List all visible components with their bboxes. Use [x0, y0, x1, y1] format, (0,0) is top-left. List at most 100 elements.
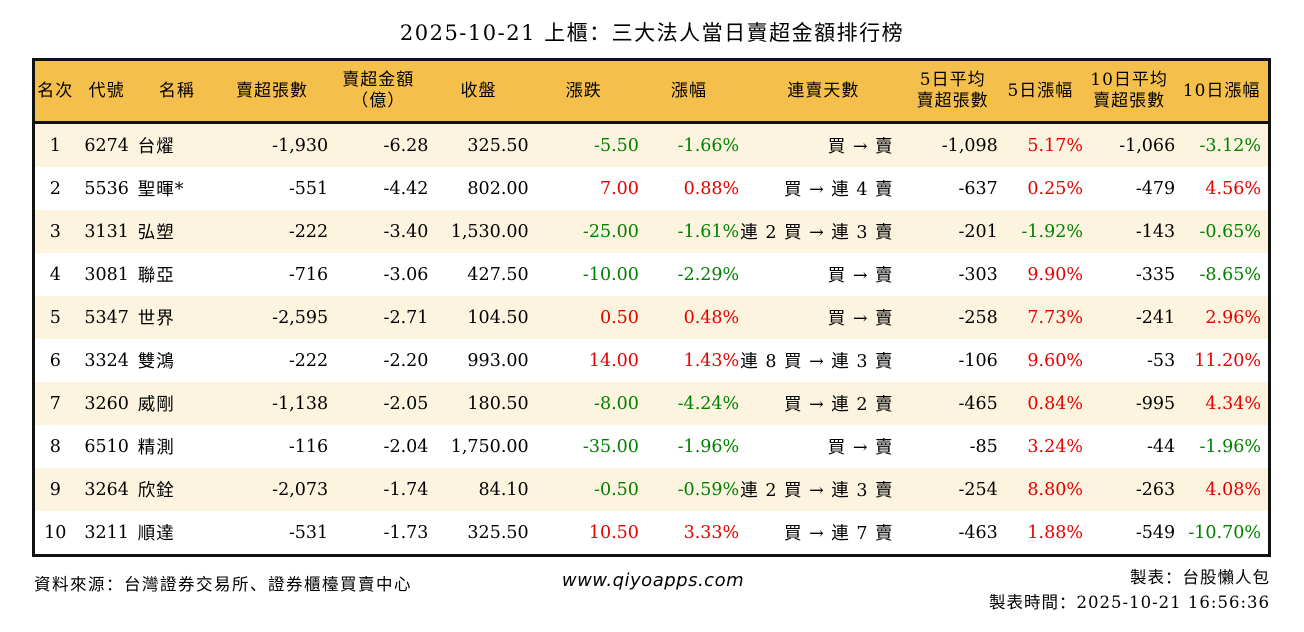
cell-pct5: 9.60%	[1027, 350, 1083, 371]
cell-pct5: 3.24%	[1027, 436, 1083, 457]
cell-avg5-sell-shares: -201	[958, 221, 998, 242]
cell-pct10: 4.56%	[1205, 178, 1261, 199]
cell-rank: 8	[49, 436, 61, 457]
cell-avg10-sell-shares: -143	[1135, 221, 1176, 242]
cell-sell-shares: -2,595	[272, 307, 329, 328]
cell-close: 104.50	[467, 307, 529, 328]
cell-change-pct: 0.48%	[683, 307, 740, 328]
cell-code: 3211	[84, 522, 129, 543]
cell-pct5: 0.84%	[1027, 393, 1083, 414]
column-header-close: 收盤	[428, 59, 529, 124]
cell-sell-amount: -6.28	[383, 135, 429, 156]
cell-avg10-sell-shares: -1,066	[1119, 135, 1176, 156]
cell-close: 325.50	[467, 522, 529, 543]
cell-change-pct: 3.33%	[683, 522, 740, 543]
cell-sell-amount: -3.06	[383, 264, 429, 285]
cell-pct10: -1.96%	[1199, 436, 1261, 457]
cell-name: 弘塑	[137, 223, 175, 243]
cell-sell-shares: -551	[288, 178, 329, 199]
cell-pct5: 7.73%	[1027, 307, 1083, 328]
cell-close: 427.50	[467, 264, 529, 285]
cell-rank: 7	[49, 393, 61, 414]
cell-close: 802.00	[467, 178, 529, 199]
cell-rank: 3	[49, 221, 61, 242]
cell-change: -35.00	[582, 436, 639, 457]
cell-pct5: 9.90%	[1027, 264, 1083, 285]
cell-close: 84.10	[478, 479, 529, 500]
table-row: 10 3211 順達 -531 -1.73 325.50 10.50 3.33% 買 → 連 7…	[34, 511, 1270, 556]
cell-change: -10.00	[582, 264, 639, 285]
cell-avg5-sell-shares: -637	[958, 178, 998, 199]
column-header-sell-streak: 連賣天數	[739, 59, 908, 124]
table-body: 1 6274 台燿 -1,930 -6.28 325.50 -5.50 -1.66% 買 → 賣…	[33, 122, 1270, 556]
cell-sell-amount: -4.42	[383, 178, 429, 199]
cell-sell-amount: -1.74	[383, 479, 429, 500]
cell-name: 台燿	[137, 137, 175, 157]
made-by: 製表：台股懶人包	[1130, 568, 1270, 587]
cell-pct5: -1.92%	[1021, 221, 1083, 242]
cell-rank: 10	[44, 522, 67, 543]
table-row: 6 3324 雙鴻 -222 -2.20 993.00 14.00 1.43% 連 8 買 → …	[34, 339, 1270, 382]
table-row: 7 3260 威剛 -1,138 -2.05 180.50 -8.00 -4.24% 買 → 連…	[33, 382, 1270, 425]
cell-sell-streak: 買 → 賣	[827, 438, 894, 458]
column-header-name: 名稱	[137, 59, 216, 124]
cell-pct10: -3.12%	[1199, 135, 1261, 156]
cell-avg5-sell-shares: -465	[958, 393, 998, 414]
report-footer: 資料來源：台灣證券交易所、證券櫃檯買賣中心 www.qiyoapps.com 製…	[34, 565, 1272, 625]
cell-avg5-sell-shares: -85	[969, 436, 998, 457]
cell-pct10: -10.70%	[1188, 522, 1261, 543]
table-row: 8 6510 精測 -116 -2.04 1,750.00 -35.00 -1.96% 買 → …	[34, 425, 1270, 468]
cell-change: -0.50	[594, 479, 639, 500]
cell-sell-shares: -116	[288, 436, 329, 457]
cell-avg5-sell-shares: -106	[958, 350, 998, 371]
cell-avg10-sell-shares: -263	[1135, 479, 1176, 500]
cell-code: 6274	[84, 135, 129, 156]
cell-sell-streak: 連 2 買 → 連 3 賣	[740, 223, 894, 243]
cell-name: 精測	[137, 438, 175, 458]
cell-change: -8.00	[594, 393, 639, 414]
cell-close: 1,750.00	[450, 436, 529, 457]
report-title: 2025-10-21 上櫃：三大法人當日賣超金額排行榜	[399, 21, 905, 45]
report-page: 2025-10-21 上櫃：三大法人當日賣超金額排行榜 名次 代號 名稱 賣超張數 賣超…	[0, 20, 1304, 625]
table-row: 3 3131 弘塑 -222 -3.40 1,530.00 -25.00 -1.61% 連 2 …	[33, 210, 1270, 253]
cell-pct10: 4.34%	[1205, 393, 1261, 414]
cell-code: 3131	[84, 221, 129, 242]
made-time: 製表時間：2025-10-21 16:56:36	[989, 593, 1270, 612]
cell-pct5: 0.25%	[1027, 178, 1083, 199]
cell-sell-streak: 買 → 連 2 賣	[784, 395, 894, 415]
cell-rank: 9	[49, 479, 61, 500]
cell-sell-streak: 連 2 買 → 連 3 賣	[740, 481, 894, 501]
cell-avg10-sell-shares: -549	[1135, 522, 1176, 543]
ranking-table: 名次 代號 名稱 賣超張數 賣超金額 （億） 收盤 漲跌 漲幅 連賣天數 5日平均 賣超張數 5日漲…	[32, 58, 1271, 557]
column-header-pct10: 10日漲幅	[1175, 59, 1270, 124]
cell-sell-amount: -2.71	[383, 307, 429, 328]
cell-avg10-sell-shares: -479	[1135, 178, 1176, 199]
cell-pct10: -8.65%	[1199, 264, 1261, 285]
cell-sell-shares: -222	[288, 350, 329, 371]
cell-name: 雙鴻	[137, 352, 175, 372]
cell-code: 3264	[84, 479, 129, 500]
table-row: 5 5347 世界 -2,595 -2.71 104.50 0.50 0.48% 買 → 賣 -2…	[33, 296, 1270, 339]
cell-sell-shares: -222	[288, 221, 329, 242]
cell-rank: 5	[49, 307, 61, 328]
cell-code: 5536	[84, 178, 129, 199]
cell-name: 威剛	[137, 395, 175, 415]
cell-close: 993.00	[467, 350, 529, 371]
cell-rank: 2	[49, 178, 61, 199]
column-header-change-pct: 漲幅	[638, 59, 740, 124]
column-header-sell-amount: 賣超金額 （億）	[328, 59, 429, 124]
cell-name: 聖暉*	[137, 180, 185, 200]
cell-name: 聯亞	[137, 266, 175, 286]
cell-pct10: 4.08%	[1205, 479, 1261, 500]
cell-change: 7.00	[599, 178, 639, 199]
cell-sell-shares: -2,073	[272, 479, 329, 500]
cell-pct10: 2.96%	[1205, 307, 1261, 328]
cell-change-pct: -1.96%	[677, 436, 740, 457]
cell-name: 欣銓	[137, 481, 175, 501]
cell-pct5: 1.88%	[1027, 522, 1083, 543]
cell-close: 1,530.00	[450, 221, 529, 242]
cell-avg10-sell-shares: -995	[1135, 393, 1176, 414]
cell-sell-shares: -1,930	[272, 135, 329, 156]
cell-avg10-sell-shares: -53	[1147, 350, 1176, 371]
cell-code: 3324	[84, 350, 129, 371]
